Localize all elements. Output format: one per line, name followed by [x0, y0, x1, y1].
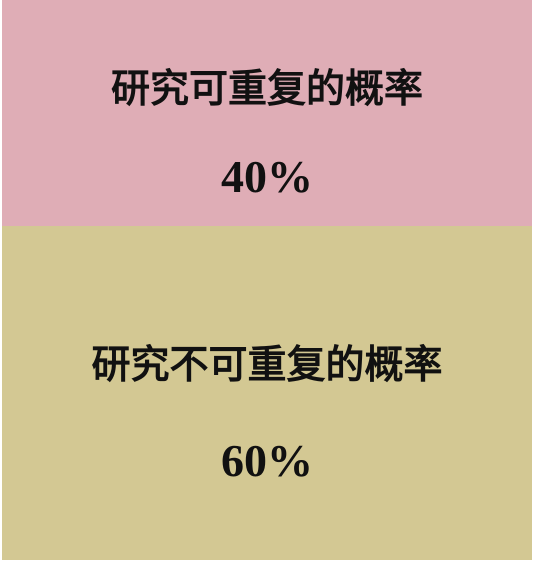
not-reproducible-label: 研究不可重复的概率: [91, 343, 443, 388]
reproducible-value: 40%: [221, 151, 313, 202]
reproducible-box: 研究可重复的概率 40%: [2, 0, 532, 226]
reproducible-label: 研究可重复的概率: [110, 67, 423, 112]
not-reproducible-value: 60%: [221, 435, 313, 486]
not-reproducible-box: 研究不可重复的概率 60%: [2, 226, 532, 560]
